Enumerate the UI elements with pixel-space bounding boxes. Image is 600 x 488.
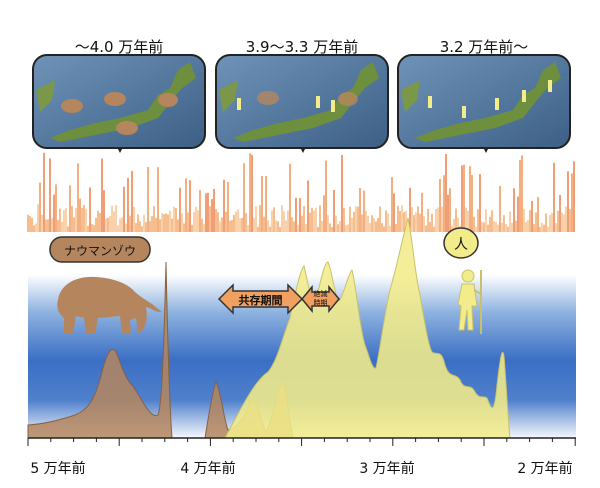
- human-icon: [237, 96, 335, 112]
- human-icon: [428, 80, 552, 118]
- elephant-label: ナウマンゾウ: [63, 244, 136, 258]
- axis-ticks: [27, 438, 576, 446]
- mammoth-icon: [257, 91, 358, 106]
- mammoth-icon: [61, 92, 178, 135]
- mammoth-silhouette-icon: [57, 276, 162, 334]
- human-with-spear-icon: [457, 269, 482, 334]
- human-label: 人: [454, 237, 468, 253]
- extinction-arrow: [301, 284, 340, 314]
- axis-tick-label: 3 万年前: [359, 461, 415, 477]
- period-label-3: 3.2 万年前〜: [439, 38, 529, 56]
- climate-spikes: [27, 152, 575, 258]
- extinction-label: 絶滅 時期: [313, 290, 328, 307]
- elephant-label-badge: [49, 236, 151, 263]
- coexistence-label: 共存期間: [238, 294, 283, 307]
- elephant-population-curve: [27, 261, 173, 439]
- axis-tick-label: 4 万年前: [180, 461, 236, 477]
- human-label-badge: [443, 227, 479, 259]
- axis-tick-label: 5 万年前: [30, 461, 86, 477]
- map-panel-1: [32, 54, 206, 153]
- axis-tick-label: 2 万年前: [517, 461, 573, 477]
- human-population-curve: [224, 217, 511, 439]
- map-panel-3: [397, 54, 571, 153]
- map-panel-2: [215, 54, 389, 153]
- period-label-2: 3.9〜3.3 万年前: [245, 38, 359, 56]
- period-label-1: 〜4.0 万年前: [74, 38, 164, 56]
